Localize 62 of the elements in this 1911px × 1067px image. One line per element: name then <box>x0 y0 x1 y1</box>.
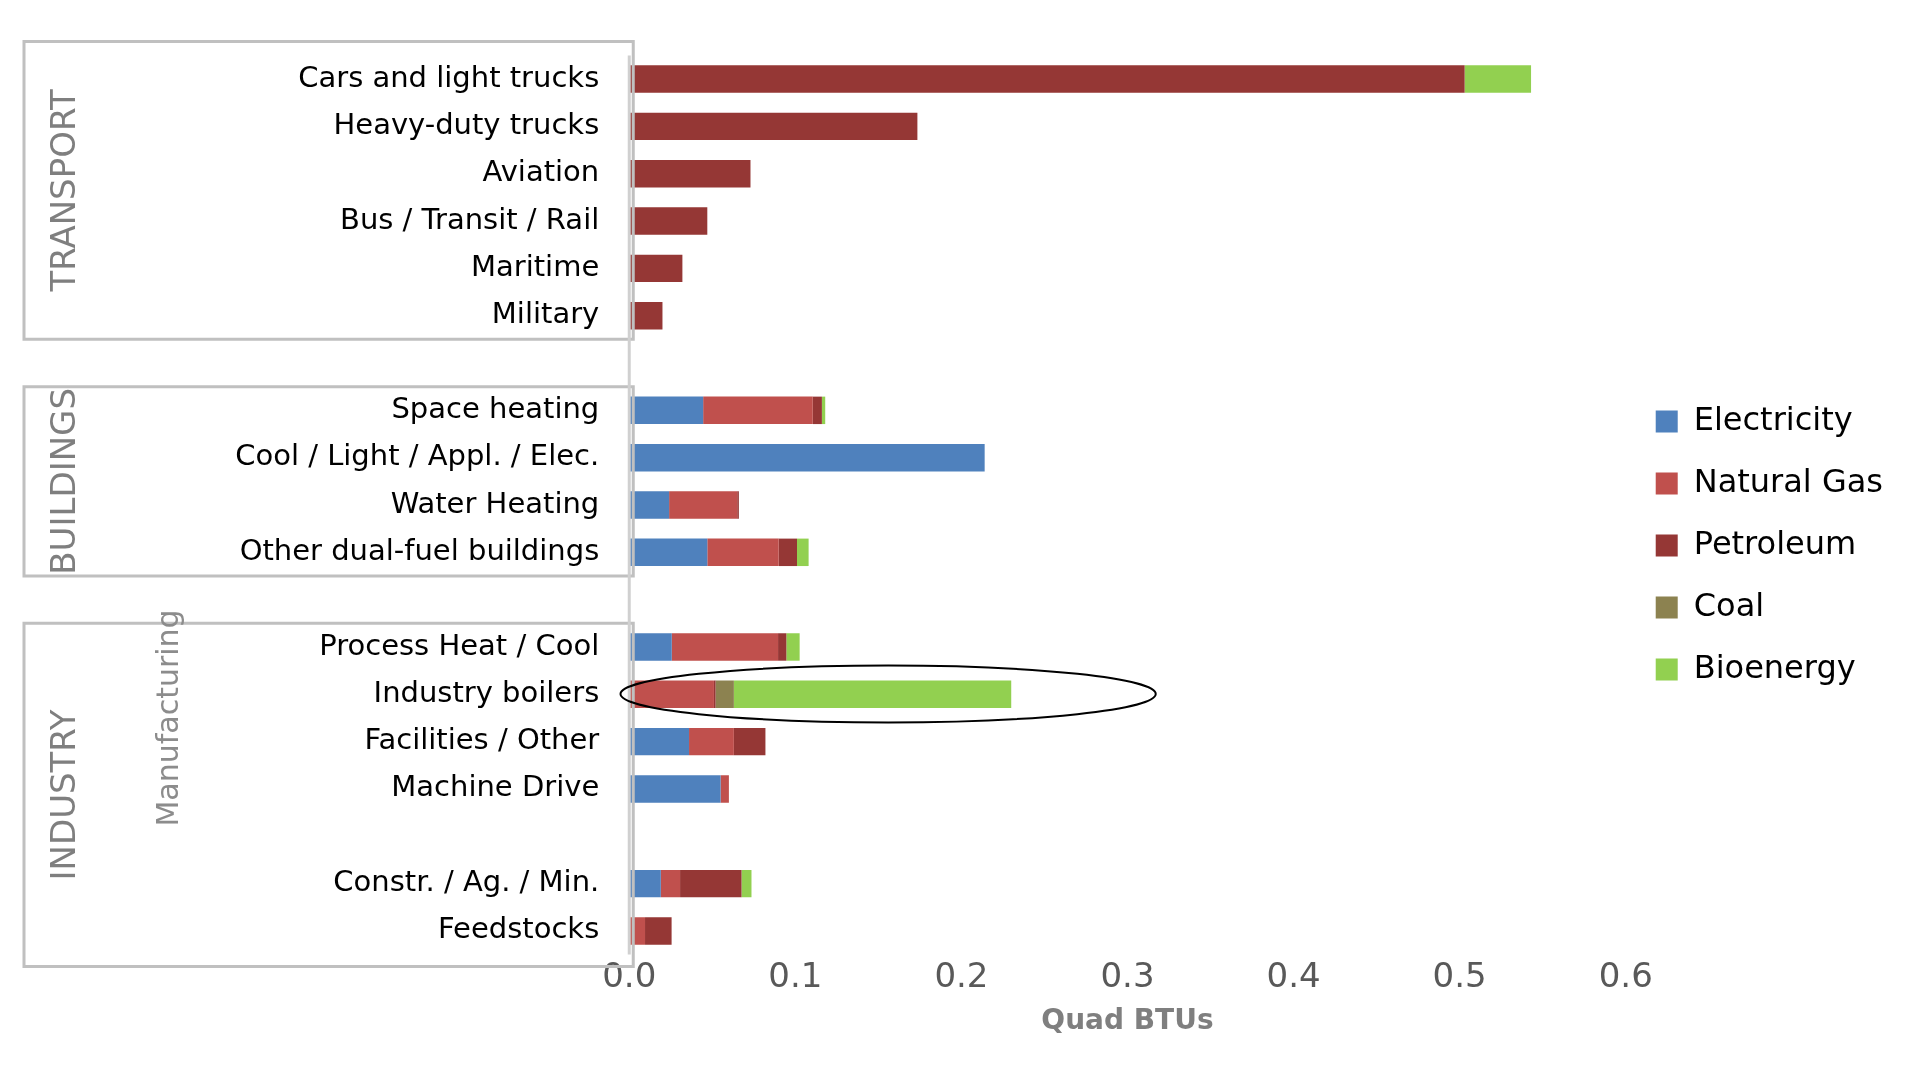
x-tick-label: 0.4 <box>1266 954 1321 995</box>
bar <box>629 633 672 661</box>
bar <box>796 538 809 567</box>
bar <box>629 680 714 709</box>
bar <box>1464 65 1532 93</box>
legend-label: Electricity <box>1693 399 1853 438</box>
bar <box>733 680 1012 709</box>
legend-label: Bioenergy <box>1693 647 1856 686</box>
bar <box>715 680 734 709</box>
bar <box>671 633 779 661</box>
bar <box>629 396 704 425</box>
bar <box>703 396 813 425</box>
y-tick-label: Cars and light trucks <box>298 59 600 94</box>
bar <box>778 633 787 661</box>
y-tick-label: Process Heat / Cool <box>319 627 600 662</box>
y-tick-label: Facilities / Other <box>364 722 600 757</box>
y-tick-label: Water Heating <box>390 485 600 520</box>
bar <box>629 159 751 188</box>
bar <box>629 538 708 567</box>
bar <box>680 869 742 898</box>
bar <box>733 727 766 756</box>
bar <box>629 443 985 472</box>
y-tick-label: Military <box>491 296 600 331</box>
bar <box>629 727 690 756</box>
bar <box>689 727 734 756</box>
bar <box>812 396 822 425</box>
text: Manufacturing <box>149 609 185 827</box>
bar <box>778 538 797 567</box>
x-axis-title: Quad BTUs <box>1041 1003 1214 1037</box>
bar <box>786 633 800 661</box>
y-tick-label: Constr. / Ag. / Min. <box>333 864 600 899</box>
x-tick-label: 0.1 <box>768 954 823 995</box>
y-tick-label: Industry boilers <box>373 674 600 709</box>
legend-label: Natural Gas <box>1693 461 1883 500</box>
text: INDUSTRY <box>42 709 83 881</box>
bar <box>669 491 738 519</box>
y-tick-label: Aviation <box>482 154 600 189</box>
y-tick-label: Machine Drive <box>391 769 600 804</box>
y-tick-label: Other dual-fuel buildings <box>239 532 600 567</box>
bar <box>629 112 918 141</box>
text: TRANSPORT <box>42 88 83 293</box>
legend-label: Coal <box>1693 585 1765 624</box>
x-tick-label: 0.3 <box>1100 954 1155 995</box>
y-tick-label: Heavy-duty trucks <box>333 106 600 141</box>
bar <box>645 917 672 945</box>
legend-label: Petroleum <box>1693 523 1857 562</box>
bar <box>707 538 779 567</box>
x-tick-label: 0.5 <box>1432 954 1487 995</box>
bar <box>629 491 670 519</box>
y-tick-label: Maritime <box>470 248 600 283</box>
bar <box>629 775 721 803</box>
y-tick-label: Space heating <box>391 390 600 425</box>
y-tick-label: Feedstocks <box>437 911 600 946</box>
x-tick-label: 0.2 <box>934 954 989 995</box>
y-tick-label: Bus / Transit / Rail <box>339 201 600 236</box>
bar <box>629 207 708 235</box>
text: BUILDINGS <box>42 387 83 575</box>
bar <box>629 65 1465 93</box>
y-tick-label: Cool / Light / Appl. / Elec. <box>235 438 600 473</box>
bar <box>660 869 681 898</box>
bar <box>720 775 729 803</box>
x-tick-label: 0.6 <box>1598 954 1653 995</box>
